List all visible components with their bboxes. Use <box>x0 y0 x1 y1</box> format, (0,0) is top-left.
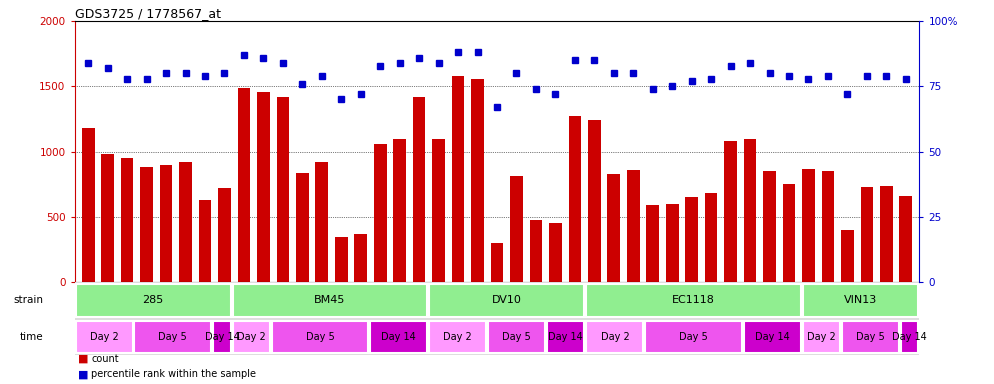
Text: EC1118: EC1118 <box>672 295 715 306</box>
Bar <box>276 97 289 282</box>
Text: percentile rank within the sample: percentile rank within the sample <box>91 369 256 379</box>
Bar <box>744 139 756 282</box>
Bar <box>586 321 643 353</box>
Text: Day 5: Day 5 <box>856 332 885 342</box>
Bar <box>547 321 584 353</box>
Bar <box>744 321 800 353</box>
Bar <box>510 177 523 282</box>
Text: Day 14: Day 14 <box>549 332 583 342</box>
Bar <box>586 284 800 317</box>
Text: Day 5: Day 5 <box>679 332 708 342</box>
Bar <box>725 141 737 282</box>
Bar <box>233 321 270 353</box>
Bar <box>471 79 484 282</box>
Bar <box>901 321 918 353</box>
Bar <box>413 97 425 282</box>
Bar <box>549 223 562 282</box>
Bar <box>121 158 133 282</box>
Text: 285: 285 <box>142 295 164 306</box>
Bar <box>588 120 600 282</box>
Bar <box>233 284 427 317</box>
Bar <box>802 321 840 353</box>
Text: Day 5: Day 5 <box>158 332 187 342</box>
Text: GDS3725 / 1778567_at: GDS3725 / 1778567_at <box>75 7 221 20</box>
Text: Day 2: Day 2 <box>237 332 265 342</box>
Text: Day 2: Day 2 <box>600 332 629 342</box>
Bar <box>842 321 899 353</box>
Text: Day 2: Day 2 <box>89 332 118 342</box>
Bar <box>315 162 328 282</box>
Text: Day 14: Day 14 <box>205 332 240 342</box>
Text: Day 14: Day 14 <box>754 332 789 342</box>
Bar <box>394 139 406 282</box>
Bar <box>491 243 503 282</box>
Bar <box>213 321 231 353</box>
Bar <box>101 154 114 282</box>
Text: strain: strain <box>13 295 43 306</box>
Bar <box>451 76 464 282</box>
Bar <box>82 128 94 282</box>
Text: count: count <box>91 354 119 364</box>
Text: time: time <box>20 332 43 342</box>
Bar <box>296 172 309 282</box>
Bar <box>569 116 581 282</box>
Bar <box>488 321 545 353</box>
Bar <box>429 321 486 353</box>
Bar <box>76 321 132 353</box>
Bar <box>822 171 834 282</box>
Text: Day 5: Day 5 <box>502 332 531 342</box>
Bar <box>880 185 893 282</box>
Text: Day 2: Day 2 <box>807 332 836 342</box>
Text: Day 14: Day 14 <box>382 332 416 342</box>
Bar <box>199 200 212 282</box>
Bar <box>861 187 873 282</box>
Bar <box>645 321 742 353</box>
Text: BM45: BM45 <box>314 295 346 306</box>
Text: ■: ■ <box>78 354 88 364</box>
Bar <box>140 167 153 282</box>
Bar <box>371 321 427 353</box>
Bar <box>782 184 795 282</box>
Bar <box>763 171 776 282</box>
Text: Day 5: Day 5 <box>306 332 335 342</box>
Bar <box>802 284 918 317</box>
Bar <box>432 139 445 282</box>
Bar <box>257 92 269 282</box>
Bar <box>705 194 718 282</box>
Bar <box>666 204 679 282</box>
Bar <box>374 144 387 282</box>
Text: Day 14: Day 14 <box>893 332 927 342</box>
Text: Day 2: Day 2 <box>443 332 472 342</box>
Bar <box>607 174 620 282</box>
Text: DV10: DV10 <box>492 295 522 306</box>
Bar <box>238 88 250 282</box>
Bar <box>160 165 172 282</box>
Bar <box>646 205 659 282</box>
Bar <box>76 284 231 317</box>
Bar <box>802 169 815 282</box>
Text: VIN13: VIN13 <box>844 295 877 306</box>
Bar <box>134 321 211 353</box>
Bar <box>841 230 854 282</box>
Text: ■: ■ <box>78 369 88 379</box>
Bar <box>530 220 543 282</box>
Bar <box>355 234 367 282</box>
Bar <box>272 321 369 353</box>
Bar <box>900 196 912 282</box>
Bar <box>429 284 584 317</box>
Bar <box>218 188 231 282</box>
Bar <box>179 162 192 282</box>
Bar <box>335 237 348 282</box>
Bar <box>627 170 639 282</box>
Bar <box>685 197 698 282</box>
